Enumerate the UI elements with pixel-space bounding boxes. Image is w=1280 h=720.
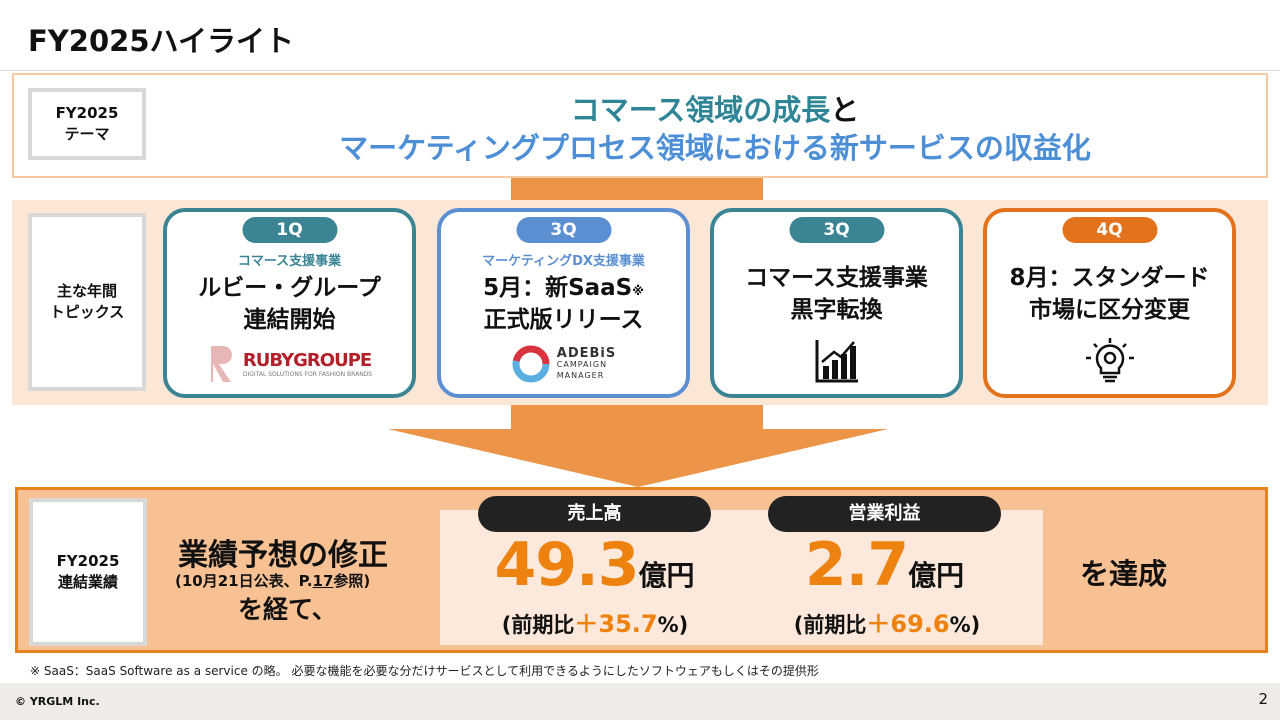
topics-label-line1: 主な年間: [56, 282, 117, 300]
sales-value: 49.3億円: [478, 530, 711, 600]
page-number: 2: [1258, 690, 1268, 708]
topic-line2: 正式版リリース: [483, 307, 644, 333]
revision-note-b: 参照): [333, 572, 371, 590]
topic-line1: ルビー・グループ: [198, 275, 381, 301]
op-profit-value: 2.7億円: [768, 530, 1001, 600]
quarter-badge: 3Q: [516, 217, 611, 243]
quarter-badge: 4Q: [1062, 217, 1157, 243]
results-label-line2: 連結業績: [57, 573, 118, 591]
connector-bar: [511, 178, 763, 201]
sales-yoy: (前期比＋35.7%): [460, 604, 730, 639]
yoy-prefix: (前期比: [793, 613, 867, 637]
page-title: FY2025ハイライト: [28, 24, 294, 58]
theme-line1: コマース領域の成長と: [164, 87, 1266, 129]
revision-note-a: (10月21日公表、P.: [175, 572, 313, 590]
topic-card-4: 4Q 8月：スタンダード 市場に区分変更: [983, 208, 1236, 398]
sales-label: 売上高: [478, 496, 711, 532]
topic-line2: 連結開始: [243, 307, 336, 333]
segment-label: マーケティングDX支援事業: [482, 254, 645, 269]
topic-card-2: 3Q マーケティングDX支援事業 5月：新SaaS※ 正式版リリース ADEBi…: [437, 208, 690, 398]
theme-label: FY2025 テーマ: [28, 88, 146, 160]
ruby-r-icon: [210, 346, 232, 382]
op-profit-number: 2.7: [804, 530, 909, 600]
op-profit-yoy: (前期比＋69.6%): [752, 604, 1022, 639]
topic-line1: コマース支援事業: [745, 265, 928, 291]
title-divider: [0, 70, 1280, 71]
yoy-value: ＋35.7: [574, 610, 658, 638]
topic-line1: 8月：スタンダード: [1009, 265, 1210, 291]
yoy-suffix: %): [949, 613, 981, 637]
quarter-badge: 1Q: [242, 217, 337, 243]
logo-subtext: DIGITAL SOLUTIONS FOR FASHION BRANDS: [242, 371, 373, 378]
topic-card-1: 1Q コマース支援事業 ルビー・グループ 連結開始 RUBYGROUPE DIGI…: [163, 208, 416, 398]
topic-line2: 市場に区分変更: [1029, 297, 1190, 323]
footnote-mark: ※: [632, 284, 644, 298]
copyright: © YRGLM Inc.: [15, 695, 100, 708]
theme-line2: マーケティングプロセス領域における新サービスの収益化: [339, 131, 1091, 165]
logo-subtext2: MANAGER: [556, 370, 605, 380]
down-arrow: [388, 405, 888, 487]
theme-label-line2: テーマ: [64, 125, 110, 143]
topic-line1: 5月：新SaaS※: [441, 272, 686, 307]
sales-number: 49.3: [494, 530, 639, 600]
segment-label: コマース支援事業: [237, 254, 342, 269]
results-label: FY2025 連結業績: [29, 498, 147, 646]
topic-card-3: 3Q コマース支援事業 黒字転換: [710, 208, 963, 398]
topics-label-line2: トピックス: [49, 303, 125, 321]
achieved-text: を達成: [1080, 557, 1168, 591]
revision-tail: を経て、: [238, 595, 337, 624]
yoy-prefix: (前期比: [501, 613, 575, 637]
theme-label-line1: FY2025: [55, 104, 119, 122]
revision-heading: 業績予想の修正: [178, 538, 388, 573]
kpi-panel: [440, 510, 1043, 645]
adebis-swirl-icon: [512, 345, 550, 383]
yoy-value: ＋69.6: [866, 610, 950, 638]
page-reference-link[interactable]: 17: [312, 572, 334, 590]
adebis-logo: ADEBiS CAMPAIGN MANAGER: [441, 344, 686, 384]
topic-line2: 黒字転換: [790, 297, 883, 323]
theme-line1-main: コマース領域の成長: [570, 93, 831, 127]
revision-note: (10月21日公表、P.17参照): [175, 570, 370, 591]
topics-label: 主な年間 トピックス: [28, 213, 146, 391]
quarter-badge: 3Q: [789, 217, 884, 243]
footer: [0, 683, 1280, 720]
yoy-suffix: %): [657, 613, 689, 637]
bar-chart-up-icon: [714, 338, 959, 384]
sales-unit: 億円: [638, 559, 695, 592]
footnote: ※ SaaS：SaaS Software as a service の略。 必要…: [30, 664, 819, 678]
logo-text: RUBYGROUPE: [242, 350, 372, 371]
lightbulb-gear-icon: [987, 338, 1232, 384]
theme-line1-suffix: と: [830, 93, 860, 127]
topic-line1-text: 5月：新SaaS: [483, 275, 633, 301]
op-profit-unit: 億円: [908, 559, 965, 592]
op-profit-label: 営業利益: [768, 496, 1001, 532]
rubygroupe-logo: RUBYGROUPE DIGITAL SOLUTIONS FOR FASHION …: [167, 344, 412, 384]
logo-text: ADEBiS: [556, 345, 617, 361]
theme-box: FY2025 テーマ コマース領域の成長と マーケティングプロセス領域における新…: [12, 73, 1268, 178]
logo-subtext1: CAMPAIGN: [556, 359, 608, 369]
results-label-line1: FY2025: [56, 552, 120, 570]
